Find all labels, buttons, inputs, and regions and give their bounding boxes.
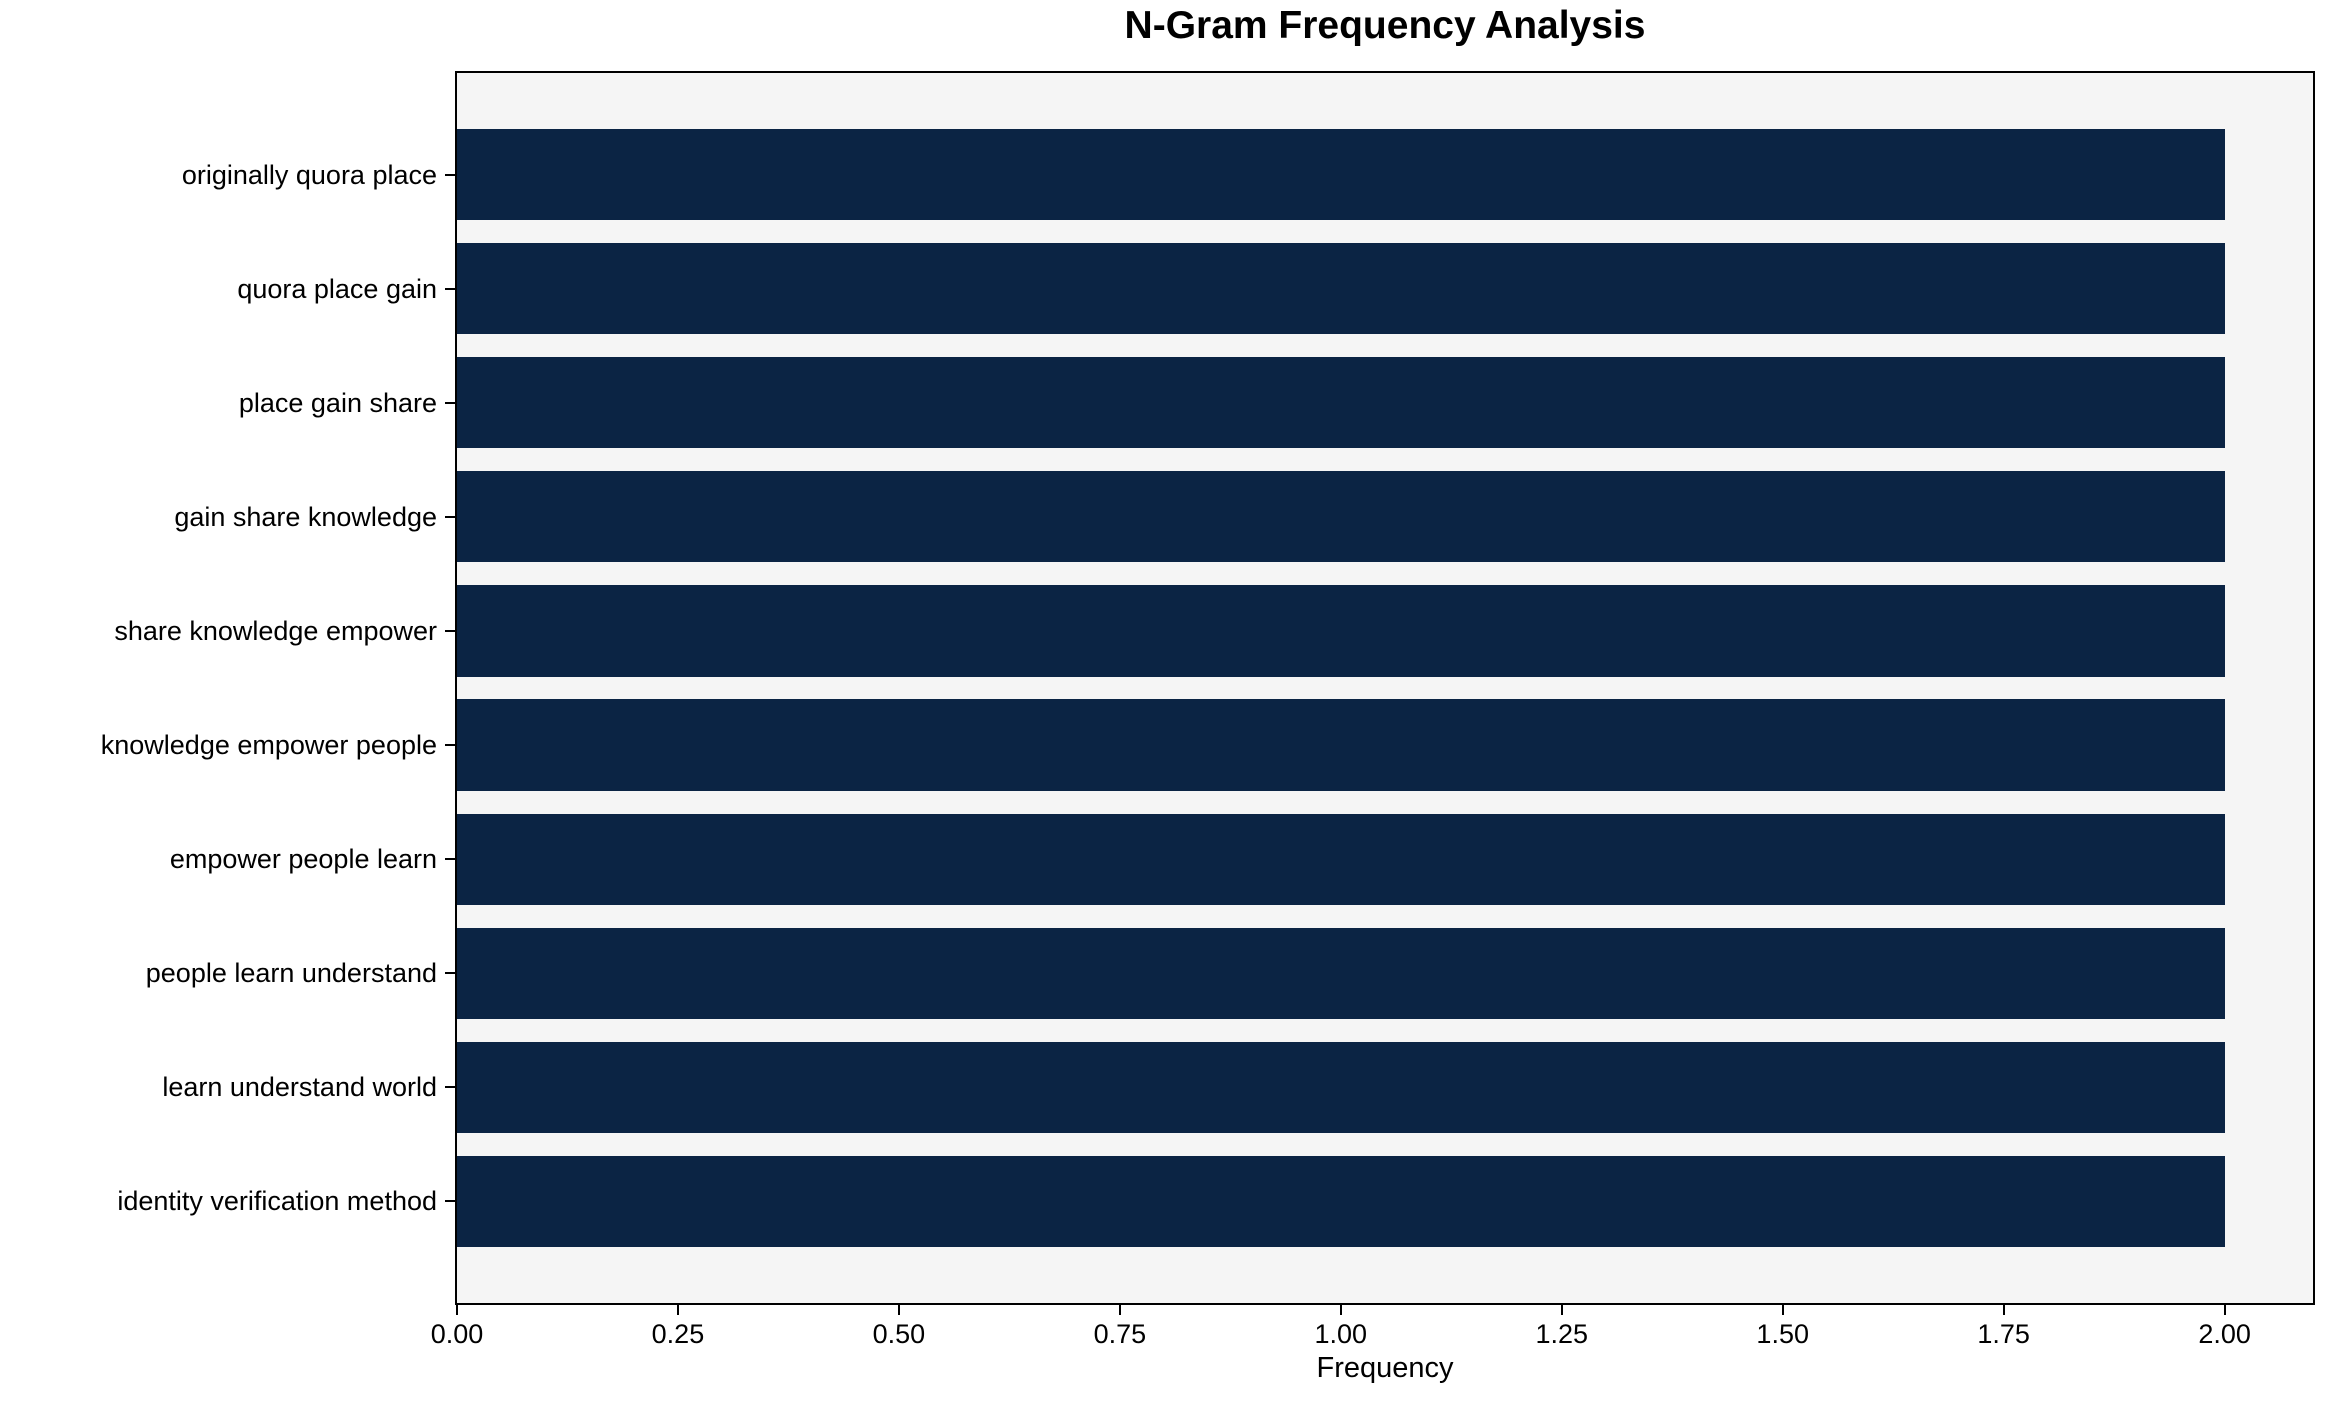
x-tick-mark [897,1305,900,1315]
x-tick-mark [2002,1305,2005,1315]
y-tick-mark [445,629,455,632]
bar [457,1041,2225,1133]
x-tick-mark [1560,1305,1563,1315]
y-tick-mark [445,173,455,176]
plot-area [455,71,2315,1305]
bar [457,1155,2225,1248]
y-tick-mark [445,858,455,861]
y-tick-label: gain share knowledge [174,501,437,532]
y-tick-label: identity verification method [117,1186,437,1217]
x-tick-mark [2223,1305,2226,1315]
y-tick-mark [445,515,455,518]
x-tick-label: 1.50 [1756,1319,1809,1349]
x-tick-label: 1.25 [1535,1319,1589,1349]
y-tick-mark [445,744,455,747]
x-tick-mark [1118,1305,1121,1315]
x-axis-label: Frequency [1316,1352,1454,1384]
y-tick-label: knowledge empower people [100,730,437,761]
chart-title: N-Gram Frequency Analysis [1124,4,1646,47]
y-tick-mark [445,1086,455,1089]
y-tick-label: place gain share [238,387,437,418]
y-tick-label: share knowledge empower [114,615,437,646]
y-tick-label: people learn understand [145,958,437,989]
y-tick-label: originally quora place [181,159,437,190]
x-tick-mark [456,1305,458,1315]
bar [457,128,2225,221]
bar [457,471,2225,563]
x-tick-label: 1.00 [1314,1319,1368,1349]
y-tick-mark [445,287,455,290]
bar [457,699,2225,791]
y-tick-label: empower people learn [169,844,437,875]
x-tick-label: 0.50 [872,1319,926,1349]
y-tick-label: quora place gain [237,273,437,304]
x-tick-label: 2.00 [2198,1319,2251,1349]
x-tick-label: 0.25 [651,1319,705,1349]
y-tick-mark [445,972,455,975]
y-tick-label: learn understand world [162,1072,437,1103]
y-tick-mark [445,401,455,404]
x-tick-label: 0.75 [1093,1319,1147,1349]
x-tick-mark [1339,1305,1342,1315]
bar [457,357,2225,449]
bar [457,813,2225,905]
x-tick-label: 0.00 [430,1319,484,1349]
x-tick-mark [1781,1305,1784,1315]
x-tick-label: 1.75 [1977,1319,2030,1349]
bar [457,927,2225,1019]
y-tick-mark [445,1200,455,1203]
x-tick-mark [676,1305,679,1315]
bar [457,243,2225,335]
bar [457,585,2225,677]
